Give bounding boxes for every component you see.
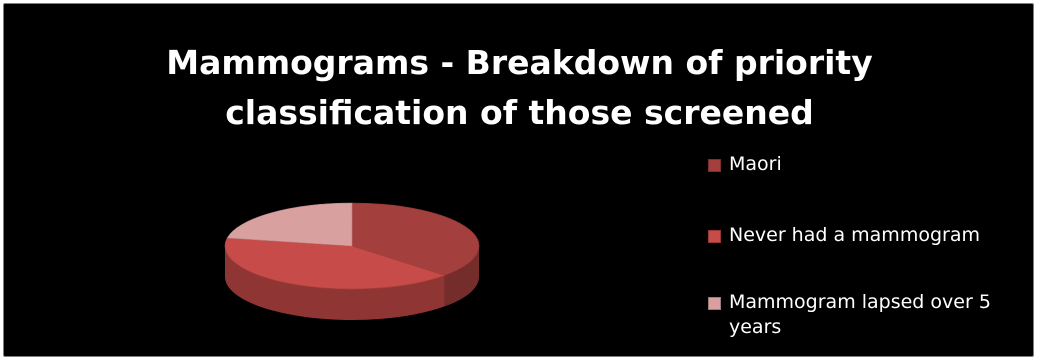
pie-side-maori — [444, 246, 479, 307]
pie-top — [224, 202, 480, 290]
pie-slice-never-had-mammogram — [224, 237, 446, 290]
legend-swatch-mammogram-lapsed — [708, 297, 721, 310]
pie-chart — [224, 202, 480, 320]
pie-sides — [225, 246, 479, 320]
legend-label-mammogram-lapsed: Mammogram lapsed over 5 years — [729, 291, 991, 338]
legend-label-never-had-mammogram: Never had a mammogram — [729, 224, 980, 246]
chart-title-line-2: classification of those screened — [225, 93, 814, 132]
pie-slice-mammogram-lapsed — [226, 202, 353, 247]
pie-side-never-had-mammogram — [225, 246, 445, 320]
legend-label-maori: Maori — [729, 153, 782, 175]
pie-slice-maori — [351, 202, 480, 276]
chart-frame: Mammograms - Breakdown of priority class… — [3, 3, 1034, 357]
legend-swatch-never-had-mammogram — [708, 230, 721, 243]
legend-swatch-maori — [708, 159, 721, 172]
chart-title-line-1: Mammograms - Breakdown of priority — [166, 43, 873, 82]
chart-title: Mammograms - Breakdown of priority class… — [4, 38, 1035, 138]
